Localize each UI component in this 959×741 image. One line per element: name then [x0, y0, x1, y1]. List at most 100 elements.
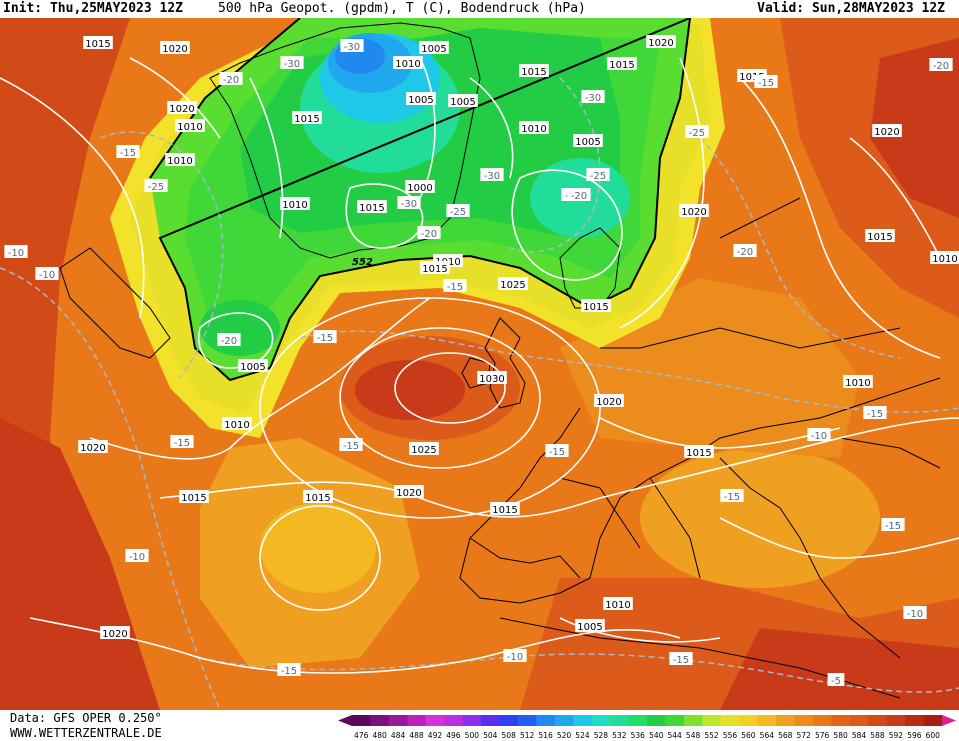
pressure-label: 1015	[179, 490, 209, 504]
scale-swatch	[849, 715, 869, 726]
temperature-label: -30	[280, 56, 304, 70]
temperature-label-box	[586, 168, 610, 181]
temperature-label: -20	[219, 72, 243, 86]
pressure-label-text: 1010	[605, 600, 630, 611]
pressure-label: 1015	[519, 64, 549, 78]
temperature-label-box	[144, 179, 168, 192]
red-east-core	[870, 38, 959, 218]
pressure-label-box	[175, 119, 205, 132]
pressure-label: 1010	[222, 417, 252, 431]
pressure-label-box	[405, 180, 435, 193]
temperature-label: -15	[313, 330, 337, 344]
pressure-label: 1005	[573, 134, 603, 148]
temperature-label-box	[35, 267, 59, 280]
pressure-label: 1020	[78, 440, 108, 454]
scale-left-arrow	[338, 715, 352, 726]
temperature-label-text: -10	[8, 248, 24, 259]
temperature-label-box	[827, 673, 845, 686]
pressure-label-box	[865, 229, 895, 242]
temperature-label-text: -25	[450, 207, 466, 218]
scale-swatch	[370, 715, 390, 726]
temperature-label: -30	[340, 39, 364, 53]
pressure-label-box	[843, 375, 873, 388]
temperature-label-text: -15	[867, 409, 883, 420]
temperature-label-box	[503, 649, 527, 662]
scale-swatch	[628, 715, 648, 726]
valid-time: Valid: Sun,28MAY2023 12Z	[757, 1, 945, 16]
pressure-label-box	[160, 41, 190, 54]
pressure-label-box	[280, 197, 310, 210]
pressure-label: 1015	[292, 111, 322, 125]
temperature-label-box	[669, 652, 693, 665]
footer-bar: Data: GFS OPER 0.250° WWW.WETTERZENTRALE…	[0, 710, 959, 741]
pressure-label-text: 1020	[596, 397, 621, 408]
scale-swatch	[720, 715, 740, 726]
pressure-label: 1005	[575, 619, 605, 633]
scale-tick-label: 484	[391, 731, 406, 740]
temperature-label-box	[881, 518, 905, 531]
temperature-label: -15	[339, 438, 363, 452]
scale-swatch	[683, 715, 703, 726]
temperature-label-box	[116, 145, 140, 158]
pressure-label-text: 1010	[224, 420, 249, 431]
temperature-label-text: -15	[673, 655, 689, 666]
pressure-label-box	[406, 92, 436, 105]
temperature-label-text: -15	[447, 282, 463, 293]
scale-swatch	[831, 715, 851, 726]
temperature-label-box	[446, 204, 470, 217]
orange-mediterranean	[640, 448, 880, 588]
pressure-label-box	[872, 124, 902, 137]
pressure-label: 1020	[160, 41, 190, 55]
temperature-label: -15	[443, 279, 467, 293]
temperature-label-box	[170, 435, 194, 448]
scale-tick-label: 560	[741, 731, 756, 740]
scale-tick-label: 496	[446, 731, 461, 740]
temperature-label-text: -30	[344, 42, 360, 53]
temperature-label-box	[754, 75, 778, 88]
pressure-label: 1015	[581, 299, 611, 313]
pressure-label: 1010	[280, 197, 310, 211]
temperature-label-text: -20	[223, 75, 239, 86]
pressure-label: 1010	[175, 119, 205, 133]
scale-swatch	[536, 715, 556, 726]
website-credit: WWW.WETTERZENTRALE.DE	[10, 726, 162, 740]
temperature-label-text: -30	[284, 59, 300, 70]
scale-tick-label: 544	[667, 731, 682, 740]
temperature-label-box	[567, 188, 591, 201]
scale-swatch	[352, 715, 371, 726]
temperature-label: -10	[807, 428, 831, 442]
pressure-label-text: 1020	[396, 488, 421, 499]
temperature-label-box	[217, 333, 241, 346]
scale-tick-label: 556	[723, 731, 738, 740]
scale-swatch	[554, 715, 574, 726]
temperature-label: -15	[669, 652, 693, 666]
pressure-label: 1005	[406, 92, 436, 106]
pressure-label-text: 1005	[240, 362, 265, 373]
pressure-label-box	[167, 101, 197, 114]
pressure-label-box	[448, 94, 478, 107]
scale-tick-label: 564	[760, 731, 775, 740]
scale-tick-label: 600	[926, 731, 941, 740]
pressure-label-box	[573, 134, 603, 147]
pressure-label: 1015	[607, 57, 637, 71]
scale-tick-label: 580	[833, 731, 848, 740]
high-red-inner	[355, 360, 465, 420]
pressure-label-box	[519, 121, 549, 134]
temperature-label-text: -15	[317, 333, 333, 344]
pressure-label-box	[603, 597, 633, 610]
pressure-label-text: 1020	[681, 207, 706, 218]
pressure-labels: 1015 1020 10051010102010151015102010101015…	[78, 35, 959, 640]
scale-swatch	[610, 715, 630, 726]
scale-tick-label: 520	[557, 731, 572, 740]
chart-title: 500 hPa Geopot. (gpdm), T (C), Bodendruc…	[218, 1, 586, 16]
scale-swatch	[702, 715, 722, 726]
temperature-label: -25	[144, 179, 168, 193]
pressure-label: 1020	[100, 626, 130, 640]
pressure-label: 1015	[357, 200, 387, 214]
pressure-label-text: 1010	[932, 254, 957, 265]
scale-swatch	[462, 715, 482, 726]
pressure-label-box	[646, 35, 676, 48]
pressure-label: 1005	[419, 41, 449, 55]
pressure-label: 1005	[238, 359, 268, 373]
temperature-label: -15	[116, 145, 140, 159]
